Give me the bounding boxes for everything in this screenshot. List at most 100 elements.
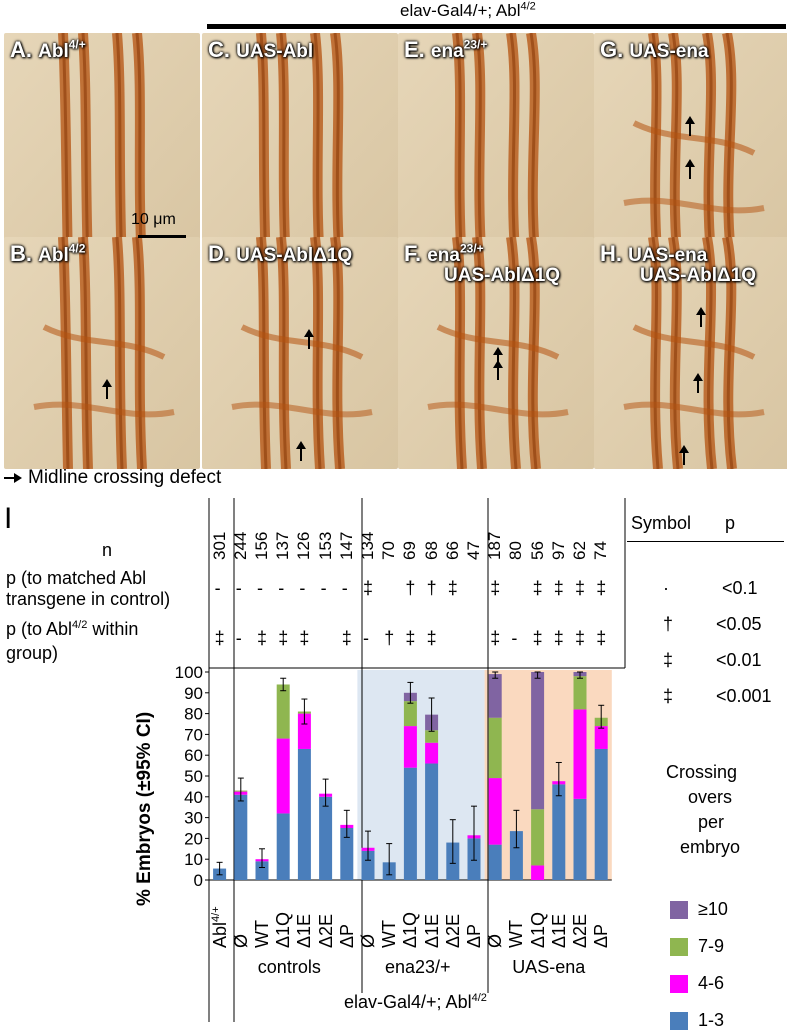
- bar-segment: [531, 809, 545, 866]
- symbol-key-p: <0.1: [722, 578, 758, 598]
- row-label-p1-line1: p (to matched Abl: [6, 568, 147, 588]
- y-tick-label: 90: [184, 684, 203, 703]
- legend-label: 7-9: [698, 936, 725, 956]
- panel-letter: G.: [600, 37, 630, 62]
- p-control-value: †: [405, 578, 416, 598]
- y-tick-label: 30: [184, 809, 203, 828]
- panel-genotype: Abl: [38, 41, 69, 62]
- bar-segment: [276, 738, 290, 814]
- symbol-key-symbol: ‡: [663, 686, 674, 706]
- micrograph-image: [594, 33, 787, 265]
- bar-segment: [531, 865, 545, 880]
- panel-genotype: UAS-Abl: [236, 41, 314, 62]
- p-control-value: -: [320, 578, 327, 598]
- x-tick-label: WT: [252, 920, 272, 948]
- p-group-value: -: [363, 628, 369, 648]
- p-control-value: -: [257, 578, 263, 598]
- legend-swatch: [670, 975, 688, 993]
- group-caption: elav-Gal4/+; Abl4/2: [344, 992, 487, 1012]
- y-tick-label: 40: [184, 788, 203, 807]
- crossing-defect-arrow-icon: [685, 116, 695, 136]
- micrograph-panel: D. UAS-AblΔ1Q: [202, 237, 398, 469]
- bar-segment: [488, 778, 502, 845]
- panel-letter: C.: [208, 37, 237, 62]
- symbol-key-header-symbol: Symbol: [631, 513, 692, 533]
- p-group-value: †: [384, 628, 395, 648]
- y-tick-label: 10: [184, 850, 203, 869]
- panel-genotype-sup: 23/+: [463, 37, 488, 52]
- bar-segment: [425, 763, 439, 880]
- symbol-key-p: <0.01: [716, 650, 762, 670]
- group-background: [230, 670, 358, 880]
- panel-genotype: UAS-AblΔ1Q: [236, 245, 353, 266]
- p-control-value: ‡: [596, 578, 607, 598]
- panel-letter: H.: [600, 241, 629, 266]
- panel-label: G. UAS-ena: [600, 37, 709, 63]
- legend-arrow-label: Midline crossing defect: [28, 467, 222, 488]
- p-control-value: ‡: [553, 578, 564, 598]
- bar-segment: [276, 813, 290, 880]
- p-group-value: ‡: [426, 628, 437, 648]
- p-group-value: ‡: [490, 628, 501, 648]
- panel-label: B. Abl4/2: [10, 241, 85, 267]
- p-group-value: ‡: [214, 628, 225, 648]
- header-rule: [207, 24, 786, 29]
- panel-genotype: ena: [427, 245, 460, 266]
- legend-arrow-head: [14, 473, 22, 483]
- micrograph-image: [398, 33, 594, 265]
- p-group-value: -: [511, 628, 518, 648]
- y-tick-label: 80: [184, 705, 203, 724]
- p-group-value: ‡: [341, 628, 352, 648]
- panel-letter: D.: [208, 241, 237, 266]
- x-tick-label: WT: [379, 920, 400, 948]
- micrograph-image: [594, 237, 787, 469]
- crossing-defect-arrow-icon: [693, 373, 703, 393]
- micrograph-panel: H. UAS-ena UAS-AblΔ1Q: [594, 237, 787, 469]
- group-label: ena23/+: [385, 957, 451, 977]
- symbol-key-header-p: p: [725, 513, 736, 533]
- legend-label: 1-3: [698, 1010, 725, 1030]
- p-control-value: -: [235, 578, 242, 598]
- bar-segment: [403, 767, 417, 880]
- p-control-value: ‡: [532, 578, 543, 598]
- p-group-value: ‡: [553, 628, 564, 648]
- x-tick-label: Δ1Q: [527, 911, 548, 948]
- panel-letter-i: I: [4, 502, 13, 535]
- bar-segment: [234, 794, 248, 880]
- x-tick-label: Δ1E: [294, 913, 315, 948]
- symbol-key-p: <0.05: [716, 614, 762, 634]
- bar-segment: [573, 709, 587, 799]
- bar-segment: [594, 748, 608, 880]
- bar-segment: [297, 713, 311, 749]
- legend-title-line: Crossing: [666, 762, 738, 782]
- x-tick-label: Δ2E: [315, 913, 336, 948]
- panel-label: H. UAS-ena UAS-AblΔ1Q: [600, 241, 756, 287]
- row-label-p2-line2: group): [6, 643, 59, 663]
- crossing-defect-arrow-icon: [304, 329, 314, 349]
- crossing-defect-arrow-icon: [102, 379, 112, 399]
- y-tick-label: 20: [184, 829, 203, 848]
- row-label-n: n: [102, 540, 113, 560]
- x-tick-label: Δ1E: [421, 913, 442, 948]
- x-tick-label: ΔP: [591, 923, 612, 948]
- bar-segment: [509, 831, 523, 880]
- micrograph-image: [202, 33, 398, 265]
- bar-segment: [319, 796, 333, 880]
- panel-genotype-sup: 23/+: [459, 241, 484, 256]
- p-group-value: ‡: [532, 628, 543, 648]
- p-group-value: ‡: [596, 628, 607, 648]
- p-control-value: ‡: [575, 578, 586, 598]
- legend-label: ≥10: [698, 899, 728, 919]
- group-label: UAS-ena: [512, 957, 586, 977]
- p-control-value: ‡: [490, 578, 501, 598]
- group-background: [484, 670, 612, 880]
- micrograph-panel: C. UAS-Abl: [202, 33, 398, 265]
- y-tick-label: 100: [175, 663, 203, 682]
- group-label: controls: [257, 957, 321, 977]
- bar-segment: [361, 850, 375, 880]
- micrograph-image: [4, 237, 200, 469]
- bar-segment: [488, 717, 502, 779]
- panel-letter: F.: [404, 241, 428, 266]
- legend-title-line: overs: [688, 787, 733, 807]
- x-tick-label: Ø: [230, 933, 251, 948]
